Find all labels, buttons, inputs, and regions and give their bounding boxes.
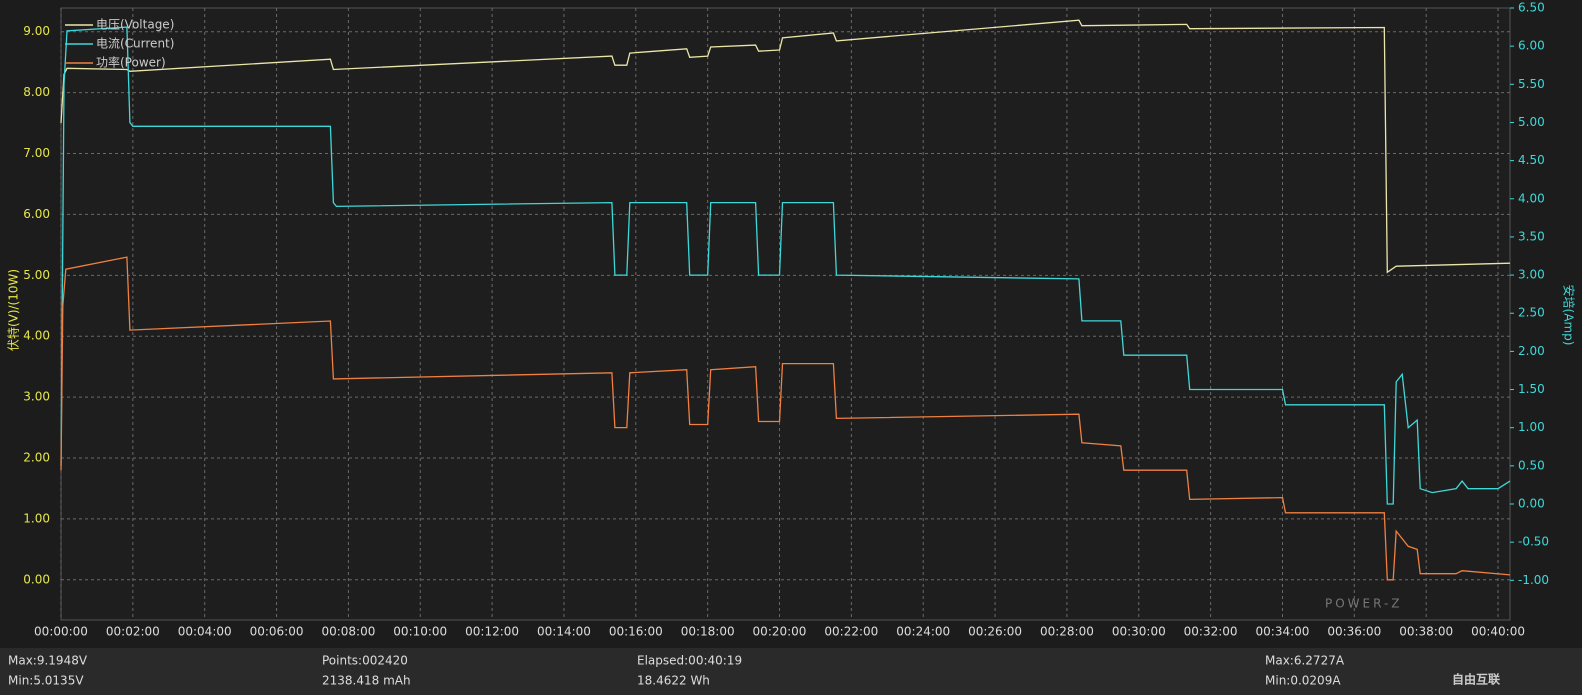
y2-tick-label: 3.50 bbox=[1518, 229, 1545, 243]
x-tick-label: 00:06:00 bbox=[250, 625, 304, 639]
y2-tick-label: -0.50 bbox=[1518, 535, 1549, 549]
y-tick-label: 7.00 bbox=[23, 146, 50, 160]
y-tick-label: 4.00 bbox=[23, 329, 50, 343]
y2-tick-label: 5.50 bbox=[1518, 77, 1545, 91]
y2-tick-label: 1.50 bbox=[1518, 382, 1545, 396]
x-tick-label: 00:02:00 bbox=[106, 625, 160, 639]
legend-label: 功率(Power) bbox=[96, 55, 166, 70]
y-tick-label: 5.00 bbox=[23, 268, 50, 282]
y2-tick-label: 4.00 bbox=[1518, 191, 1545, 205]
x-tick-label: 00:12:00 bbox=[465, 625, 519, 639]
y2-tick-label: -1.00 bbox=[1518, 573, 1549, 587]
x-tick-label: 00:24:00 bbox=[896, 625, 950, 639]
y-tick-label: 3.00 bbox=[23, 390, 50, 404]
legend-label: 电压(Voltage) bbox=[96, 18, 174, 32]
x-tick-label: 00:32:00 bbox=[1184, 625, 1238, 639]
x-tick-label: 00:26:00 bbox=[968, 625, 1022, 639]
y-tick-label: 1.00 bbox=[23, 511, 50, 525]
x-tick-label: 00:10:00 bbox=[393, 625, 447, 639]
x-tick-label: 00:04:00 bbox=[178, 625, 232, 639]
watermark: 自由互联 bbox=[1452, 672, 1500, 687]
plot-area bbox=[60, 7, 1511, 621]
y-tick-label: 8.00 bbox=[23, 85, 50, 99]
stat: Elapsed:00:40:19 bbox=[637, 654, 742, 668]
y2-tick-label: 2.50 bbox=[1518, 306, 1545, 320]
x-tick-label: 00:28:00 bbox=[1040, 625, 1094, 639]
y2-tick-label: 1.00 bbox=[1518, 420, 1545, 434]
y2-tick-label: 2.00 bbox=[1518, 344, 1545, 358]
stat: Min:5.0135V bbox=[8, 674, 84, 688]
x-tick-label: 00:00:00 bbox=[34, 625, 88, 639]
series-line bbox=[60, 26, 1511, 505]
x-tick-label: 00:30:00 bbox=[1112, 625, 1166, 639]
x-tick-label: 00:36:00 bbox=[1327, 625, 1381, 639]
y2-tick-label: 6.50 bbox=[1518, 1, 1545, 15]
x-tick-label: 00:22:00 bbox=[824, 625, 878, 639]
x-tick-label: 00:38:00 bbox=[1399, 625, 1453, 639]
x-tick-label: 00:40:00 bbox=[1471, 625, 1525, 639]
stat: Max:9.1948V bbox=[8, 654, 88, 668]
x-tick-label: 00:20:00 bbox=[753, 625, 807, 639]
x-tick-label: 00:18:00 bbox=[681, 625, 735, 639]
stat: Points:002420 bbox=[322, 654, 408, 668]
stat: 18.4622 Wh bbox=[637, 674, 710, 688]
series-line bbox=[60, 19, 1511, 274]
y-tick-label: 9.00 bbox=[23, 24, 50, 38]
y-tick-label: 2.00 bbox=[23, 451, 50, 465]
y2-axis-title: 安培(Amp) bbox=[1562, 285, 1577, 346]
y-axis-title: 伏特(V)/(10W) bbox=[6, 269, 21, 351]
stat: Max:6.2727A bbox=[1265, 654, 1345, 668]
y2-tick-label: 0.00 bbox=[1518, 497, 1545, 511]
y2-tick-label: 5.00 bbox=[1518, 115, 1545, 129]
y2-tick-label: 4.50 bbox=[1518, 153, 1545, 167]
logo: POWER-Z bbox=[1325, 597, 1403, 611]
stat: 2138.418 mAh bbox=[322, 674, 411, 688]
y2-tick-label: 3.00 bbox=[1518, 268, 1545, 282]
x-tick-label: 00:14:00 bbox=[537, 625, 591, 639]
legend-label: 电流(Current) bbox=[96, 37, 174, 51]
y2-tick-label: 0.50 bbox=[1518, 458, 1545, 472]
y-tick-label: 6.00 bbox=[23, 207, 50, 221]
x-tick-label: 00:16:00 bbox=[609, 625, 663, 639]
x-tick-label: 00:08:00 bbox=[321, 625, 375, 639]
x-tick-label: 00:34:00 bbox=[1256, 625, 1310, 639]
y-tick-label: 0.00 bbox=[23, 572, 50, 586]
status-bar bbox=[0, 648, 1582, 695]
series-line bbox=[60, 256, 1511, 581]
stat: Min:0.0209A bbox=[1265, 674, 1341, 688]
y2-tick-label: 6.00 bbox=[1518, 39, 1545, 53]
